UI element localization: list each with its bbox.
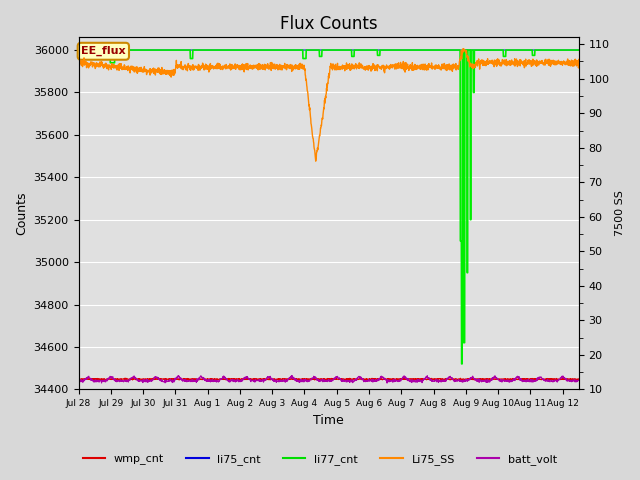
Y-axis label: Counts: Counts <box>15 192 28 235</box>
X-axis label: Time: Time <box>313 414 344 427</box>
Legend: wmp_cnt, li75_cnt, li77_cnt, Li75_SS, batt_volt: wmp_cnt, li75_cnt, li77_cnt, Li75_SS, ba… <box>78 450 562 469</box>
Y-axis label: 7500 SS: 7500 SS <box>615 191 625 236</box>
Text: EE_flux: EE_flux <box>81 46 125 56</box>
Title: Flux Counts: Flux Counts <box>280 15 378 33</box>
